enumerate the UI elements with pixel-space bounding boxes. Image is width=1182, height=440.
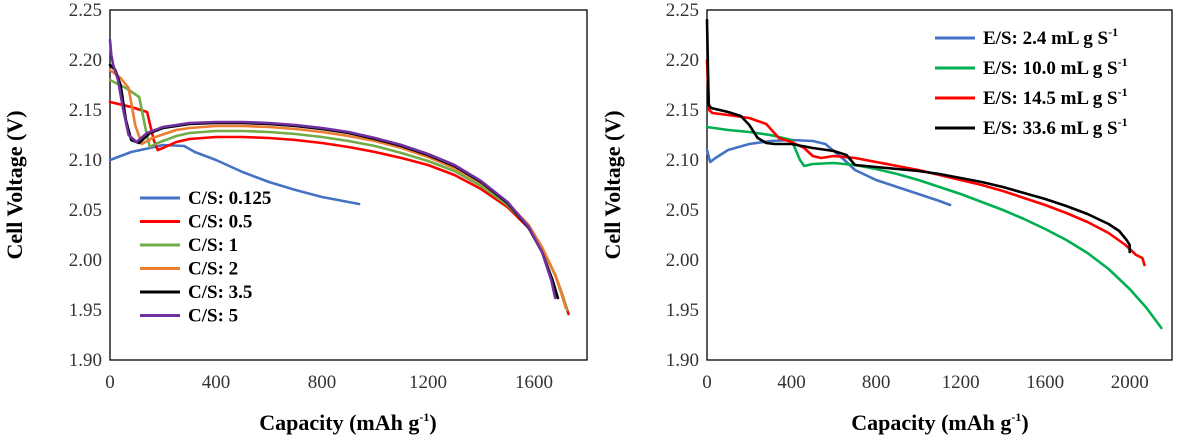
right-chart: 1.90 1.95 2.00 2.05 2.10 2.15 2.20 2.25 0 400 800… xyxy=(600,0,1173,435)
series-line xyxy=(108,143,361,206)
y-tick-label: 2.00 xyxy=(666,250,699,271)
legend-label: E/S: 10.0 mL g S-1 xyxy=(983,55,1128,79)
left-legend: C/S: 0.125 C/S: 0.5C/S: 1 C/S: 2C/S: 3.5 C/… xyxy=(140,188,271,327)
legend-label: C/S: 0.125 xyxy=(188,188,271,209)
x-tick-label: 1600 xyxy=(515,372,553,393)
y-tick-label: 2.15 xyxy=(666,100,699,121)
y-tick-label: 1.90 xyxy=(666,350,699,371)
series-line xyxy=(108,68,568,310)
series-line xyxy=(705,138,952,207)
legend-label: E/S: 14.5 mL g S-1 xyxy=(983,85,1128,109)
series-line xyxy=(108,38,557,300)
series-line xyxy=(108,63,560,300)
left-x-ticks: 0 400 800 1200 1600 xyxy=(105,372,553,393)
y-tick-label: 2.10 xyxy=(666,150,699,171)
legend-label: C/S: 3.5 xyxy=(188,282,252,303)
x-tick-label: 400 xyxy=(777,372,806,393)
legend-label: C/S: 0.5 xyxy=(188,212,252,233)
y-tick-label: 2.00 xyxy=(69,250,102,271)
left-plot-frame xyxy=(109,9,588,361)
y-tick-label: 2.20 xyxy=(666,50,699,71)
right-plot-frame xyxy=(706,9,1173,361)
y-tick-label: 2.25 xyxy=(666,0,699,21)
y-tick-label: 2.10 xyxy=(69,150,102,171)
y-tick-label: 2.15 xyxy=(69,100,102,121)
x-tick-label: 800 xyxy=(308,372,337,393)
x-tick-label: 0 xyxy=(105,372,115,393)
x-tick-label: 2000 xyxy=(1111,372,1149,393)
legend-label: C/S: 1 xyxy=(188,235,238,256)
left-y-axis-title: Cell Voltage (V) xyxy=(2,110,27,259)
y-tick-label: 2.05 xyxy=(69,200,102,221)
legend-label: C/S: 5 xyxy=(188,306,238,327)
y-tick-label: 2.20 xyxy=(69,50,102,71)
x-tick-label: 400 xyxy=(202,372,231,393)
x-tick-label: 1600 xyxy=(1026,372,1064,393)
right-x-ticks: 0 400 800 1200 1600 2000 xyxy=(702,372,1148,393)
legend-label: C/S: 2 xyxy=(188,259,238,280)
legend-label: E/S: 33.6 mL g S-1 xyxy=(983,115,1128,139)
x-tick-label: 800 xyxy=(862,372,891,393)
left-y-ticks: 1.90 1.95 2.00 2.05 2.10 2.15 2.20 2.25 xyxy=(69,0,102,371)
right-y-ticks: 1.90 1.95 2.00 2.05 2.10 2.15 2.20 2.25 xyxy=(666,0,699,371)
x-tick-label: 1200 xyxy=(942,372,980,393)
y-tick-label: 1.95 xyxy=(69,300,102,321)
x-tick-label: 0 xyxy=(702,372,712,393)
series-line xyxy=(705,18,1131,254)
y-tick-label: 1.95 xyxy=(666,300,699,321)
series-line xyxy=(705,125,1163,330)
left-x-axis-title: Capacity (mAh g-1) xyxy=(259,410,436,435)
y-tick-label: 2.05 xyxy=(666,200,699,221)
right-series xyxy=(705,18,1163,330)
x-tick-label: 1200 xyxy=(409,372,447,393)
right-x-axis-title: Capacity (mAh g-1) xyxy=(851,410,1028,435)
y-tick-label: 1.90 xyxy=(69,350,102,371)
y-tick-label: 2.25 xyxy=(69,0,102,21)
left-series xyxy=(108,38,570,316)
right-legend: E/S: 2.4 mL g S-1 E/S: 10.0 mL g S-1 E/S: … xyxy=(935,25,1128,139)
series-line xyxy=(705,58,1146,267)
right-y-axis-title: Cell Voltage (V) xyxy=(600,110,625,259)
legend-label: E/S: 2.4 mL g S-1 xyxy=(983,25,1118,49)
left-chart: 1.90 1.95 2.00 2.05 2.10 2.15 2.20 2.25 0 400 800… xyxy=(2,0,588,435)
